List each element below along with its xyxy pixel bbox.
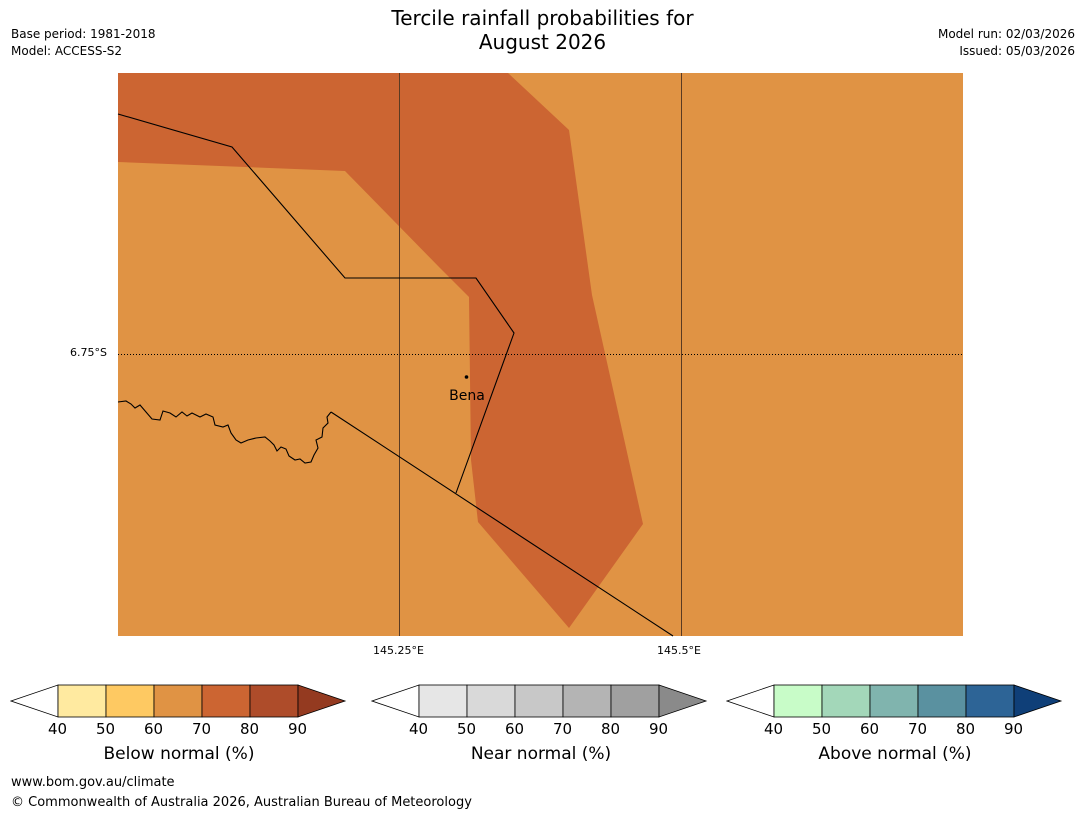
colorbar-tick-label: 60 xyxy=(860,720,880,738)
colorbar-tick-label: 80 xyxy=(240,720,260,738)
colorbar-below-normal xyxy=(10,684,347,718)
base-period: Base period: 1981-2018 xyxy=(11,27,156,41)
title-line-2: August 2026 xyxy=(478,30,607,54)
colorbar-tick-label: 50 xyxy=(812,720,832,738)
meta-left: Base period: 1981-2018 Model: ACCESS-S2 xyxy=(11,26,156,60)
colorbar-tick-label: 40 xyxy=(764,720,784,738)
model-name: Model: ACCESS-S2 xyxy=(11,44,123,58)
bena-label: Bena xyxy=(449,388,485,404)
colorbar-segment xyxy=(153,684,203,718)
colorbar-extend-high xyxy=(1013,684,1063,718)
colorbar-title-below: Below normal (%) xyxy=(103,744,255,764)
province-boundary-north xyxy=(117,113,515,494)
colorbar-near-normal xyxy=(371,684,708,718)
colorbar-above-normal xyxy=(726,684,1063,718)
issued-date: Issued: 05/03/2026 xyxy=(959,44,1075,58)
title-line-1: Tercile rainfall probabilities for xyxy=(391,6,694,30)
colorbar-segment xyxy=(466,684,516,718)
colorbar-tick-label: 40 xyxy=(48,720,68,738)
longitude-label-145-5: 145.5°E xyxy=(657,644,701,657)
colorbar-tick-label: 90 xyxy=(288,720,308,738)
colorbar-extend-high xyxy=(297,684,347,718)
colorbar-segment xyxy=(418,684,468,718)
colorbar-extend-low xyxy=(10,684,59,718)
colorbar-tick-label: 70 xyxy=(908,720,928,738)
colorbar-segment xyxy=(57,684,107,718)
latitude-label: 6.75°S xyxy=(70,346,107,359)
probability-region-70-80 xyxy=(118,73,643,628)
colorbar-tick-label: 60 xyxy=(505,720,525,738)
colorbar-tick-label: 90 xyxy=(649,720,669,738)
colorbar-segment xyxy=(201,684,251,718)
colorbar-title-above: Above normal (%) xyxy=(818,744,972,764)
map-panel: Bena xyxy=(117,73,963,637)
page-title: Tercile rainfall probabilities for Augus… xyxy=(0,6,1085,54)
colorbar-segment xyxy=(869,684,919,718)
colorbar-title-near: Near normal (%) xyxy=(470,744,612,764)
colorbar-tick-label: 80 xyxy=(601,720,621,738)
colorbar-tick-label: 40 xyxy=(409,720,429,738)
footer-url[interactable]: www.bom.gov.au/climate xyxy=(11,775,175,790)
model-run: Model run: 02/03/2026 xyxy=(937,27,1075,41)
bena-marker xyxy=(464,375,469,379)
meta-right: Model run: 02/03/2026 Issued: 05/03/2026 xyxy=(938,26,1075,60)
colorbar-segment xyxy=(610,684,660,718)
colorbar-tick-label: 70 xyxy=(553,720,573,738)
colorbar-segment xyxy=(105,684,155,718)
colorbar-segment xyxy=(965,684,1015,718)
colorbar-extend-low xyxy=(371,684,420,718)
river-line xyxy=(117,400,332,464)
colorbar-extend-high xyxy=(658,684,708,718)
colorbar-extend-low xyxy=(726,684,775,718)
province-boundary-south xyxy=(330,411,674,637)
longitude-label-145-25: 145.25°E xyxy=(373,644,424,657)
colorbar-tick-label: 70 xyxy=(192,720,212,738)
colorbar-segment xyxy=(821,684,871,718)
colorbar-segment xyxy=(514,684,564,718)
colorbar-segment xyxy=(773,684,823,718)
colorbar-tick-label: 80 xyxy=(956,720,976,738)
colorbar-segment xyxy=(249,684,299,718)
colorbar-segment xyxy=(917,684,967,718)
colorbar-tick-label: 50 xyxy=(96,720,116,738)
colorbar-tick-label: 90 xyxy=(1004,720,1024,738)
colorbar-tick-label: 60 xyxy=(144,720,164,738)
colorbar-tick-label: 50 xyxy=(457,720,477,738)
footer-copyright: © Commonwealth of Australia 2026, Austra… xyxy=(11,795,472,810)
colorbar-segment xyxy=(562,684,612,718)
